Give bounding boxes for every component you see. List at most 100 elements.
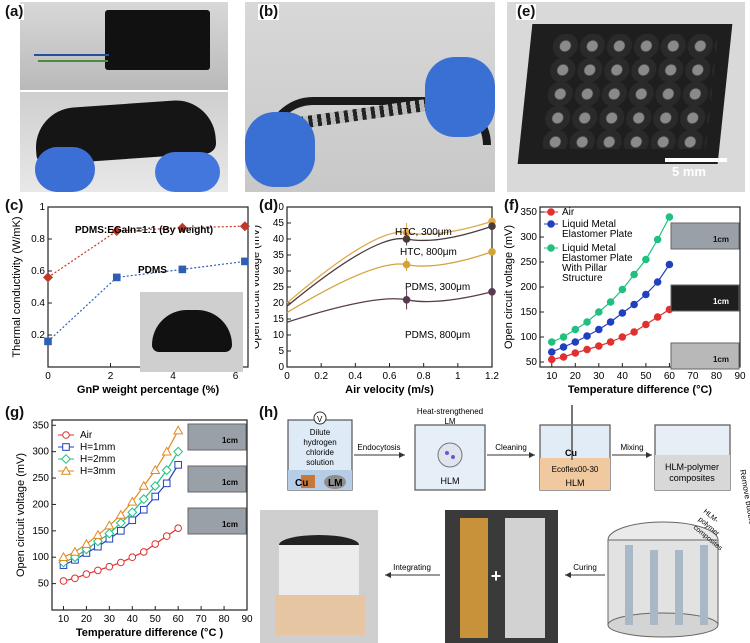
beaker-2-top-2: LM <box>444 417 455 426</box>
series-line-g-0 <box>63 527 179 582</box>
data-point-f-1-5 <box>606 318 615 326</box>
x-tick-label-d-6: 1.2 <box>485 371 499 382</box>
x-tick-label-g-8: 90 <box>241 614 253 625</box>
data-point-g-3-2 <box>81 538 92 548</box>
y-tick-label-c-4: 1 <box>39 202 45 213</box>
data-point-g-2-9 <box>161 465 172 476</box>
x-tick-label-d-4: 0.8 <box>417 371 431 382</box>
data-point-f-2-2 <box>571 325 580 334</box>
beaker-1-lm: LM <box>328 478 342 489</box>
inset-label-f-1: 1cm <box>713 297 729 306</box>
y-tick-label-d-5: 25 <box>273 282 285 293</box>
data-point-c-0-1 <box>111 225 122 237</box>
beaker-1-line-1: Dilute <box>310 428 331 437</box>
beaker-4 <box>654 424 731 491</box>
arrow-2-label: Cleaning <box>495 443 527 452</box>
beaker-1-line-2: hydrogen <box>303 438 336 447</box>
photo-b <box>245 2 495 192</box>
legend-text-g-2: H=2mm <box>80 454 115 465</box>
series-label-d-1: HTC, 800μm <box>400 247 457 258</box>
photo-a-top <box>20 2 228 90</box>
x-tick-label-d-3: 0.6 <box>383 371 397 382</box>
inset-photo-c <box>140 292 243 372</box>
data-point-f-1-7 <box>630 300 638 309</box>
inset-label-g-2: 1cm <box>222 520 238 529</box>
beaker-1-line-3: chloride <box>306 448 335 457</box>
y-tick-label-g-3: 200 <box>32 499 49 510</box>
data-point-g-3-10 <box>173 425 184 435</box>
data-point-g-3-8 <box>150 464 161 474</box>
x-tick-label-f-8: 90 <box>734 371 746 382</box>
data-point-c-1-1 <box>112 273 121 282</box>
y-tick-label-f-0: 50 <box>526 357 538 368</box>
x-axis-label-g: Temperature difference (°C ) <box>76 627 224 639</box>
inset-photo-f-1 <box>670 284 740 312</box>
data-point-c-0-3 <box>239 221 250 232</box>
data-point-g-2-3 <box>92 536 103 547</box>
data-point-f-0-0 <box>547 355 556 364</box>
series-label-d-2: PDMS, 300μm <box>405 282 470 293</box>
chart-g: 10 20 30 40 50 60 70 80 90 50 100 150 200 250 300 350 Te… <box>15 419 253 639</box>
arrow-5-label: Curing <box>573 563 597 572</box>
data-point-g-3-5 <box>115 509 126 519</box>
data-point-g-3-6 <box>127 496 138 506</box>
y-tick-label-f-4: 250 <box>520 257 537 268</box>
schematic-h: V Dilute hydrogen chloride solution Cu L… <box>260 405 750 643</box>
x-axis-label-f: Temperature difference (°C) <box>568 384 713 396</box>
panel-label-b: (b) <box>258 3 280 20</box>
data-point-f-2-6 <box>618 285 627 294</box>
y-tick-label-d-7: 35 <box>273 250 285 261</box>
legend-marker-g-1 <box>62 443 70 451</box>
series-label-d-0: HTC, 300μm <box>395 227 452 238</box>
data-point-f-1-0 <box>547 348 556 356</box>
y-tick-label-g-0: 50 <box>38 579 50 590</box>
data-point-g-0-0 <box>59 577 68 585</box>
panel-label-g: (g) <box>4 404 26 421</box>
data-point-f-2-1 <box>559 333 568 341</box>
data-point-f-1-3 <box>583 332 591 340</box>
beaker-3 <box>539 405 611 491</box>
data-point-g-0-5 <box>117 558 125 567</box>
data-point-g-3-9 <box>161 446 172 456</box>
y-axis-label-d: Open circuit voltage (mV) <box>255 225 262 349</box>
y-tick-label-d-8: 40 <box>273 234 285 245</box>
x-axis-label-c: GnP weight percentage (%) <box>77 384 220 396</box>
legend-text-f-2: Elastomer Plate <box>562 229 633 240</box>
chart-f: 10 20 30 40 50 60 70 80 90 50 100 150 200 250 300 350 Te… <box>503 206 746 396</box>
x-tick-label-c-2: 4 <box>170 371 176 382</box>
x-tick-label-g-1: 20 <box>81 614 93 625</box>
x-tick-label-g-7: 80 <box>218 614 230 625</box>
data-point-g-2-4 <box>104 528 115 539</box>
legend-text-g-0: Air <box>80 430 93 441</box>
beaker-1-v: V <box>317 415 323 424</box>
data-point-f-2-10 <box>665 213 674 221</box>
arrow-4-label: Remove bubbles <box>738 469 750 530</box>
data-point-f-2-5 <box>606 298 615 306</box>
series-line-f-0 <box>551 308 670 361</box>
y-tick-label-f-1: 100 <box>520 332 537 343</box>
x-tick-label-g-2: 30 <box>104 614 116 625</box>
data-point-g-0-4 <box>105 562 114 571</box>
y-tick-label-f-6: 350 <box>520 207 537 218</box>
x-tick-label-d-2: 0.4 <box>348 371 362 382</box>
data-point-f-0-9 <box>653 313 662 321</box>
x-tick-label-c-0: 0 <box>45 371 51 382</box>
beaker-2-top-1: Heat-strengthened <box>417 407 483 416</box>
x-tick-label-d-1: 0.2 <box>314 371 328 382</box>
data-point-c-0-2 <box>177 222 188 233</box>
arrow-6-label: Integrating <box>393 563 431 572</box>
data-point-c-1-3 <box>241 257 249 266</box>
data-point-f-0-1 <box>559 353 568 361</box>
legend-text-f-5: With Pillar <box>562 263 608 274</box>
legend-text-f-6: Structure <box>562 273 603 284</box>
data-point-g-2-6 <box>127 507 138 518</box>
data-point-g-1-5 <box>117 527 125 535</box>
inset-photo-g-0 <box>187 423 247 451</box>
data-point-f-0-6 <box>618 333 627 341</box>
data-point-g-3-3 <box>92 529 104 539</box>
y-tick-label-c-2: 0.6 <box>31 266 45 277</box>
panel-label-a: (a) <box>4 3 25 20</box>
data-point-g-0-6 <box>128 553 137 562</box>
data-point-g-0-1 <box>71 574 79 583</box>
legend-marker-g-3 <box>60 465 72 475</box>
